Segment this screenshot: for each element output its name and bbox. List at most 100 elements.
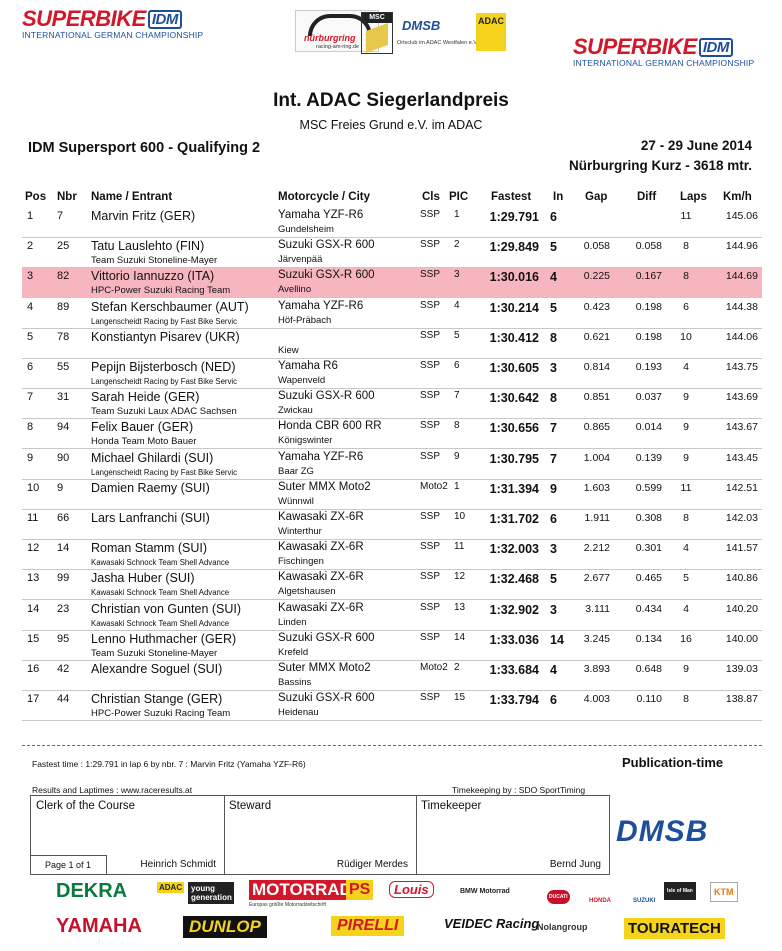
event-date: 27 - 29 June 2014 (640, 138, 752, 153)
row-divider (22, 629, 762, 631)
cell-team: Langenscheidt Racing by Fast Bike Servic (91, 377, 238, 386)
row-divider (22, 327, 762, 329)
cell-pos: 1 (27, 210, 34, 222)
cell-fastest: 1:32.003 (489, 542, 539, 557)
table-row: 4 89 Stefan Kerschbaumer (AUT) Langenscheid… (22, 299, 762, 329)
cell-gap: 0.058 (583, 240, 610, 253)
cell-cls: SSP (420, 390, 441, 402)
cell-diff: 0.037 (635, 391, 662, 404)
table-row: 15 95 Lenno Huthmacher (GER) Team Suzuki St… (22, 631, 762, 661)
cell-motorcycle: Yamaha R6 (278, 360, 338, 372)
cell-city: Algetshausen (278, 586, 336, 598)
cell-in: 9 (550, 481, 557, 496)
cell-diff: 0.465 (635, 572, 662, 585)
row-divider (22, 267, 762, 269)
cell-kmh: 145.06 (725, 210, 758, 222)
cell-fastest: 1:30.605 (489, 361, 539, 375)
table-row: 17 44 Christian Stange (GER) HPC-Power Suzu… (22, 691, 762, 722)
header-pic: PIC (449, 191, 469, 203)
cell-laps: 5 (683, 572, 689, 585)
cell-name: Christian von Gunten (SUI) (91, 601, 242, 616)
cell-city: Wünnwil (278, 495, 314, 507)
cell-pos: 2 (27, 240, 34, 253)
cell-in: 5 (550, 240, 557, 255)
dmsb-logo-small: DMSB (402, 18, 441, 33)
sponsor-dunlop: DUNLOP (183, 916, 267, 938)
cell-pos: 5 (27, 330, 34, 343)
cell-pos: 11 (27, 512, 39, 524)
cell-name: Marvin Fritz (GER) (91, 209, 196, 223)
cell-gap: 4.003 (583, 693, 610, 706)
cell-cls: SSP (420, 420, 441, 432)
header-diff: Diff (637, 191, 657, 203)
cell-diff: 0.301 (635, 542, 662, 555)
table-row: 10 9 Damien Raemy (SUI) Suter MMX Moto2 Wünn… (22, 480, 762, 510)
table-row: 12 14 Roman Stamm (SUI) Kawasaki Schnock Te… (22, 540, 762, 571)
cell-motorcycle: Yamaha YZF-R6 (278, 209, 364, 221)
cell-fastest: 1:30.016 (489, 270, 539, 285)
sponsor-ducati: DUCATI (547, 890, 570, 904)
sponsor-dekra: DEKRA (56, 880, 128, 902)
cell-motorcycle: Suter MMX Moto2 (278, 662, 371, 674)
cell-city: Wapenveld (278, 375, 326, 386)
cell-fastest: 1:30.642 (489, 391, 539, 406)
idm-badge: IDM (147, 10, 182, 29)
cell-kmh: 141.57 (725, 542, 758, 555)
cell-gap: 3.245 (583, 632, 610, 645)
cell-name: Roman Stamm (SUI) (91, 541, 207, 556)
cell-fastest: 1:30.214 (489, 300, 539, 315)
cell-diff: 0.139 (635, 451, 662, 464)
sponsor-motorrad: MOTORRAD (249, 880, 355, 900)
cell-team: Langenscheidt Racing by Fast Bike Servic (91, 467, 238, 477)
cell-pic: 7 (454, 390, 460, 402)
cell-city: Kiew (278, 344, 299, 356)
cell-nbr: 9 (57, 481, 64, 494)
cell-fastest: 1:31.702 (489, 512, 539, 526)
cell-pos: 14 (27, 602, 40, 615)
cell-cls: SSP (420, 511, 441, 522)
cell-fastest: 1:30.412 (489, 330, 539, 345)
sponsor-veidec: VEIDEC Racing (444, 916, 540, 931)
cell-motorcycle: Suzuki GSX-R 600 (278, 239, 375, 252)
row-divider (22, 388, 762, 389)
cell-name: Jasha Huber (SUI) (91, 571, 195, 586)
sponsor-pirelli: PIRELLI (331, 916, 405, 936)
cell-fastest: 1:30.656 (489, 421, 539, 436)
cell-pic: 8 (454, 420, 460, 432)
table-row: 1 7 Marvin Fritz (GER) Yamaha YZF-R6 Gundels… (22, 208, 762, 238)
cell-name: Damien Raemy (SUI) (91, 480, 210, 495)
cell-gap: 2.677 (583, 572, 610, 585)
timekeeper-label: Timekeeper (421, 800, 482, 812)
publication-time-label: Publication-time (622, 755, 724, 770)
cell-cls: SSP (420, 692, 441, 704)
cell-name: Felix Bauer (GER) (91, 420, 194, 435)
header-gap: Gap (585, 191, 608, 203)
table-row: 6 55 Pepijn Bijsterbosch (NED) Langenscheid… (22, 359, 762, 389)
cell-cls: SSP (420, 209, 441, 220)
cell-laps: 8 (683, 270, 689, 283)
cell-motorcycle: Kawasaki ZX-6R (278, 571, 364, 584)
cell-pic: 10 (454, 511, 466, 522)
cell-city: Heidenau (278, 707, 319, 719)
cell-cls: SSP (420, 450, 441, 462)
cell-pos: 8 (27, 421, 34, 434)
cell-fastest: 1:31.394 (489, 481, 539, 496)
cell-kmh: 142.51 (725, 481, 758, 494)
steward-name: Rüdiger Merdes (336, 859, 408, 870)
row-divider (22, 599, 762, 601)
cell-name: Christian Stange (GER) (91, 692, 223, 707)
cell-city: Linden (278, 616, 307, 628)
sponsor-ktm: KTM (710, 882, 738, 902)
cell-pos: 7 (27, 391, 34, 404)
cell-nbr: 44 (57, 693, 70, 706)
cell-laps: 8 (683, 512, 689, 524)
cell-laps: 10 (680, 330, 692, 343)
table-row: 14 23 Christian von Gunten (SUI) Kawasaki S… (22, 601, 762, 631)
track-info: Nürburgring Kurz - 3618 mtr. (568, 158, 752, 173)
sponsor-suzuki: SUZUKI (633, 898, 656, 904)
cell-city: Järvenpää (278, 254, 323, 266)
page-number: Page 1 of 1 (30, 855, 107, 874)
cell-motorcycle: Kawasaki ZX-6R (278, 511, 364, 523)
cell-in: 3 (550, 361, 557, 375)
cell-gap: 1.004 (583, 451, 610, 464)
